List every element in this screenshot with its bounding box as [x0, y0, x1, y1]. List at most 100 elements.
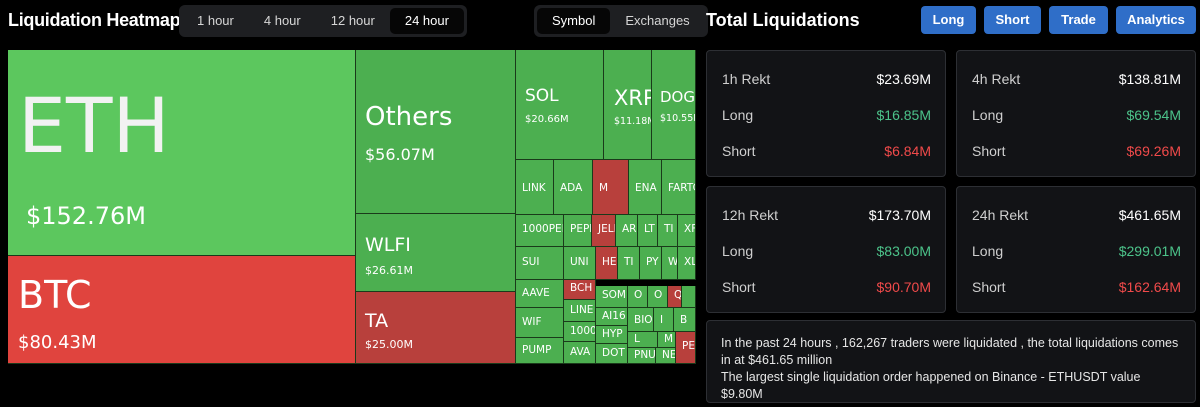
- cell-label: TA: [365, 310, 389, 332]
- treemap-cell-ti-2[interactable]: TI: [618, 247, 640, 280]
- short-label: Short: [722, 279, 756, 295]
- treemap-cell-ada[interactable]: ADA: [554, 160, 593, 215]
- treemap-cell-sol[interactable]: SOL $20.66M: [516, 50, 604, 160]
- treemap-cell-1000x[interactable]: AVA: [564, 342, 596, 364]
- treemap-cell-fartcoin[interactable]: FARTCOIN: [662, 160, 696, 215]
- short-button[interactable]: Short: [984, 6, 1041, 34]
- liquidation-summary: In the past 24 hours , 162,267 traders w…: [706, 320, 1196, 403]
- treemap-cell-xf[interactable]: XF: [678, 215, 696, 247]
- treemap-cell-som[interactable]: SOM: [596, 286, 628, 308]
- time-option-12h[interactable]: 12 hour: [330, 13, 375, 28]
- cell-label: M: [664, 333, 674, 345]
- treemap-cell-ti[interactable]: TI: [658, 215, 678, 247]
- cell-label: SOM: [602, 289, 626, 301]
- treemap-cell-o-1[interactable]: O: [628, 286, 648, 308]
- time-range-selector: 1 hour 4 hour 12 hour 24 hour: [179, 5, 467, 37]
- cell-label: TI: [624, 256, 634, 268]
- treemap-cell-m[interactable]: M: [593, 160, 629, 215]
- cell-value: $80.43M: [18, 332, 97, 353]
- treemap-cell-ai16z[interactable]: AI16: [596, 308, 628, 326]
- cell-label: DOT: [602, 347, 625, 359]
- treemap-cell-xrp[interactable]: XRP $11.18M: [604, 50, 652, 160]
- trade-button[interactable]: Trade: [1049, 6, 1108, 34]
- treemap-cell-l[interactable]: M: [658, 332, 676, 348]
- treemap-cell-bch[interactable]: BCH: [564, 280, 596, 300]
- treemap-cell-doge[interactable]: DOGE $10.55M: [652, 50, 696, 160]
- cell-label: AR: [622, 223, 637, 235]
- treemap-cell-hyp[interactable]: L: [628, 332, 658, 348]
- treemap-cell-xl[interactable]: XL: [678, 247, 696, 280]
- analytics-button[interactable]: Analytics: [1116, 6, 1196, 34]
- treemap-cell-pump[interactable]: PUMP: [516, 338, 564, 364]
- treemap-cell-extra-1[interactable]: [682, 286, 696, 308]
- treemap-cell-eth[interactable]: ETH $152.76M: [8, 50, 356, 256]
- treemap-cell-b[interactable]: B: [674, 308, 696, 332]
- treemap-cell-wlfi[interactable]: WLFI $26.61M: [356, 214, 516, 292]
- short-label: Short: [722, 143, 756, 159]
- time-option-1h[interactable]: 1 hour: [197, 13, 234, 28]
- treemap-cell-aave[interactable]: AAVE: [516, 280, 564, 308]
- cell-label: FARTCOIN: [668, 182, 695, 194]
- treemap-cell-lt[interactable]: LT: [638, 215, 658, 247]
- cell-label: XL: [684, 256, 696, 268]
- treemap-cell-line[interactable]: LINE: [564, 300, 596, 322]
- treemap-cell-dot[interactable]: PNU: [628, 348, 656, 364]
- time-option-24h[interactable]: 24 hour: [389, 8, 464, 34]
- treemap-cell-sui[interactable]: SUI: [516, 247, 564, 280]
- cell-label: M: [599, 182, 609, 194]
- treemap-cell-ena[interactable]: ENA: [629, 160, 662, 215]
- treemap-cell-py[interactable]: PY: [640, 247, 662, 280]
- treemap-cell-fil[interactable]: 1000: [564, 322, 596, 342]
- time-option-4h[interactable]: 4 hour: [263, 13, 301, 28]
- cell-label: TI: [664, 223, 674, 235]
- cell-value: $152.76M: [26, 202, 146, 230]
- cell-value: $26.61M: [365, 264, 413, 277]
- cell-label: AAVE: [522, 287, 550, 299]
- treemap-cell-jelly[interactable]: JELLY: [592, 215, 616, 247]
- cell-label: PUMP: [522, 344, 552, 356]
- long-button[interactable]: Long: [921, 6, 976, 34]
- treemap-cell-uni[interactable]: UNI: [564, 247, 596, 280]
- treemap-cell-link[interactable]: LINK: [516, 160, 554, 215]
- cell-label: AI16: [602, 310, 626, 322]
- short-value: $162.64M: [1118, 279, 1181, 295]
- treemap-cell-i[interactable]: I: [654, 308, 674, 332]
- treemap-cell-o-2[interactable]: O: [648, 286, 668, 308]
- treemap-cell-pen[interactable]: DOT: [596, 344, 628, 364]
- card-title: 1h Rekt: [722, 71, 771, 87]
- cell-label: L: [634, 333, 640, 345]
- treemap-cell-ava[interactable]: HYP: [596, 326, 628, 344]
- treemap-cell-q[interactable]: Q: [668, 286, 682, 308]
- treemap-cell-ar[interactable]: AR: [616, 215, 638, 247]
- treemap-cell-ta[interactable]: TA $25.00M: [356, 292, 516, 364]
- treemap-cell-m-2[interactable]: PEN: [676, 332, 696, 364]
- total-liquidations-title: Total Liquidations: [706, 10, 860, 30]
- treemap-cell-pnut[interactable]: NEA: [656, 348, 676, 364]
- cell-label: UNI: [570, 256, 589, 268]
- cell-value: $11.18M: [614, 116, 652, 127]
- view-selector: Symbol Exchanges: [534, 5, 708, 37]
- treemap-cell-wif[interactable]: WIF: [516, 308, 564, 338]
- cell-label: LINE: [570, 304, 594, 316]
- cell-label: WLFI: [365, 234, 411, 256]
- page-title: Liquidation Heatmap: [8, 10, 181, 30]
- view-option-symbol[interactable]: Symbol: [537, 8, 611, 34]
- card-title: 12h Rekt: [722, 207, 779, 223]
- treemap-cell-w[interactable]: W: [662, 247, 678, 280]
- short-value: $6.84M: [884, 143, 931, 159]
- treemap-cell-bio[interactable]: BIO: [628, 308, 654, 332]
- treemap-cell-others[interactable]: Others $56.07M: [356, 50, 516, 214]
- cell-label: NEA: [662, 349, 676, 361]
- short-value: $69.26M: [1126, 143, 1181, 159]
- treemap-cell-he[interactable]: HE: [596, 247, 618, 280]
- cell-label: B: [680, 314, 688, 326]
- short-value: $90.70M: [876, 279, 931, 295]
- cell-label: I: [660, 314, 664, 326]
- view-option-exchanges[interactable]: Exchanges: [625, 13, 690, 28]
- short-label: Short: [972, 279, 1006, 295]
- cell-label: Others: [365, 102, 453, 132]
- treemap-cell-btc[interactable]: BTC $80.43M: [8, 256, 356, 364]
